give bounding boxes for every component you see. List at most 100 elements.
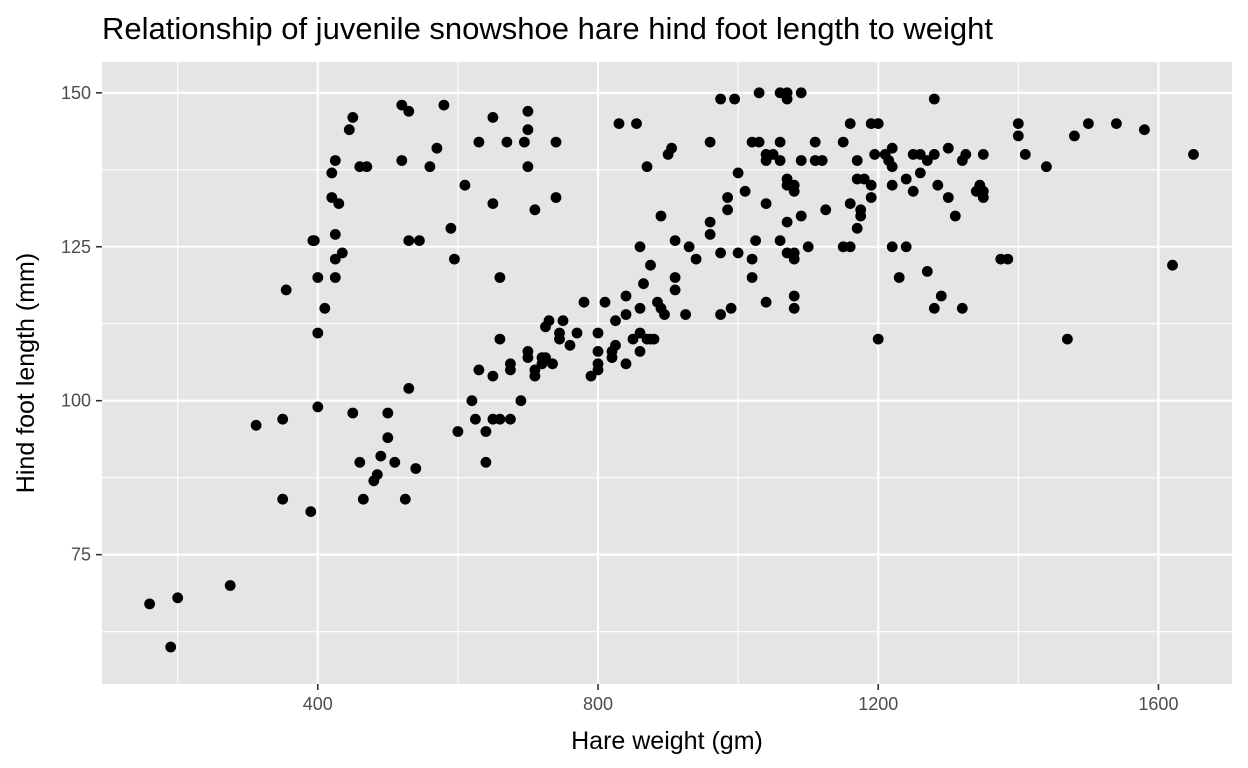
data-point [165,641,177,653]
data-point [774,235,786,247]
data-point [788,185,800,197]
minor-gridlines [102,62,1232,684]
data-point [715,247,726,259]
data-point [928,302,940,314]
data-point [396,155,408,166]
x-tick-label: 1600 [1138,694,1178,714]
data-point [540,352,551,363]
data-point [753,87,765,99]
data-point [725,302,737,314]
data-point [872,118,884,129]
data-point [809,136,821,148]
data-point [319,302,331,314]
data-point [781,216,793,228]
data-point [371,469,383,480]
data-point [680,309,691,320]
data-point [144,598,156,610]
data-point [704,136,716,148]
data-point [473,136,485,148]
y-tick-label: 75 [71,545,91,565]
data-point [1002,253,1014,265]
data-point [224,580,236,591]
data-point [592,327,604,339]
data-point [781,93,793,105]
data-point [487,112,499,123]
data-point [494,413,506,425]
data-point [564,339,576,351]
data-point [795,87,807,99]
data-point [494,333,506,345]
data-point [886,161,898,173]
data-point [403,383,415,394]
data-point [722,204,733,216]
data-point [1012,118,1024,129]
y-tick-label: 125 [61,237,91,257]
data-point [746,253,758,265]
data-point [452,426,464,437]
data-point [753,136,765,148]
data-point [729,93,740,105]
data-point [960,149,972,160]
x-tick-label: 400 [303,694,333,714]
data-point [893,272,905,283]
data-point [389,456,401,468]
data-point [690,253,702,265]
data-point [844,198,856,210]
data-point [928,93,940,105]
data-point [638,278,649,290]
data-point [599,296,611,308]
data-point [529,370,541,382]
data-point [886,179,898,191]
data-point [855,210,867,222]
data-point [403,235,415,247]
data-point [1139,124,1150,136]
data-point [935,290,947,302]
data-point [529,204,541,216]
data-point [942,192,954,203]
data-point [704,216,716,228]
y-axis-title: Hind foot length (mm) [12,253,40,493]
data-point [494,272,506,283]
data-point [329,272,341,283]
data-point [837,136,849,148]
data-point [250,419,262,431]
data-point [522,105,534,117]
data-point [1111,118,1122,129]
data-point [631,118,642,129]
data-point [648,333,660,345]
data-point [627,333,639,345]
data-point [977,149,989,160]
data-point [326,192,338,203]
data-point [578,296,590,308]
data-point [399,493,411,505]
data-point [172,592,184,604]
x-axis: 400 800 1200 1600 [303,684,1178,714]
data-point [1041,161,1052,173]
data-point [722,192,733,203]
data-point [347,112,359,123]
data-point [312,401,324,413]
data-point [410,463,422,474]
data-point [816,155,828,166]
data-point [438,99,450,111]
data-point [715,309,726,320]
data-point [872,333,884,345]
data-point [522,161,534,173]
x-axis-title: Hare weight (gm) [571,727,763,755]
data-point [312,272,324,283]
data-point [634,241,646,253]
data-point [634,346,646,357]
data-point [732,167,744,179]
data-point [487,370,499,382]
data-point [585,370,597,382]
data-point [329,253,341,265]
data-point [900,173,912,185]
data-point [522,124,534,136]
data-point [382,407,394,419]
data-point [767,149,779,160]
data-point [347,407,359,419]
data-point [333,198,345,210]
data-point [354,456,366,468]
data-point [305,506,317,517]
